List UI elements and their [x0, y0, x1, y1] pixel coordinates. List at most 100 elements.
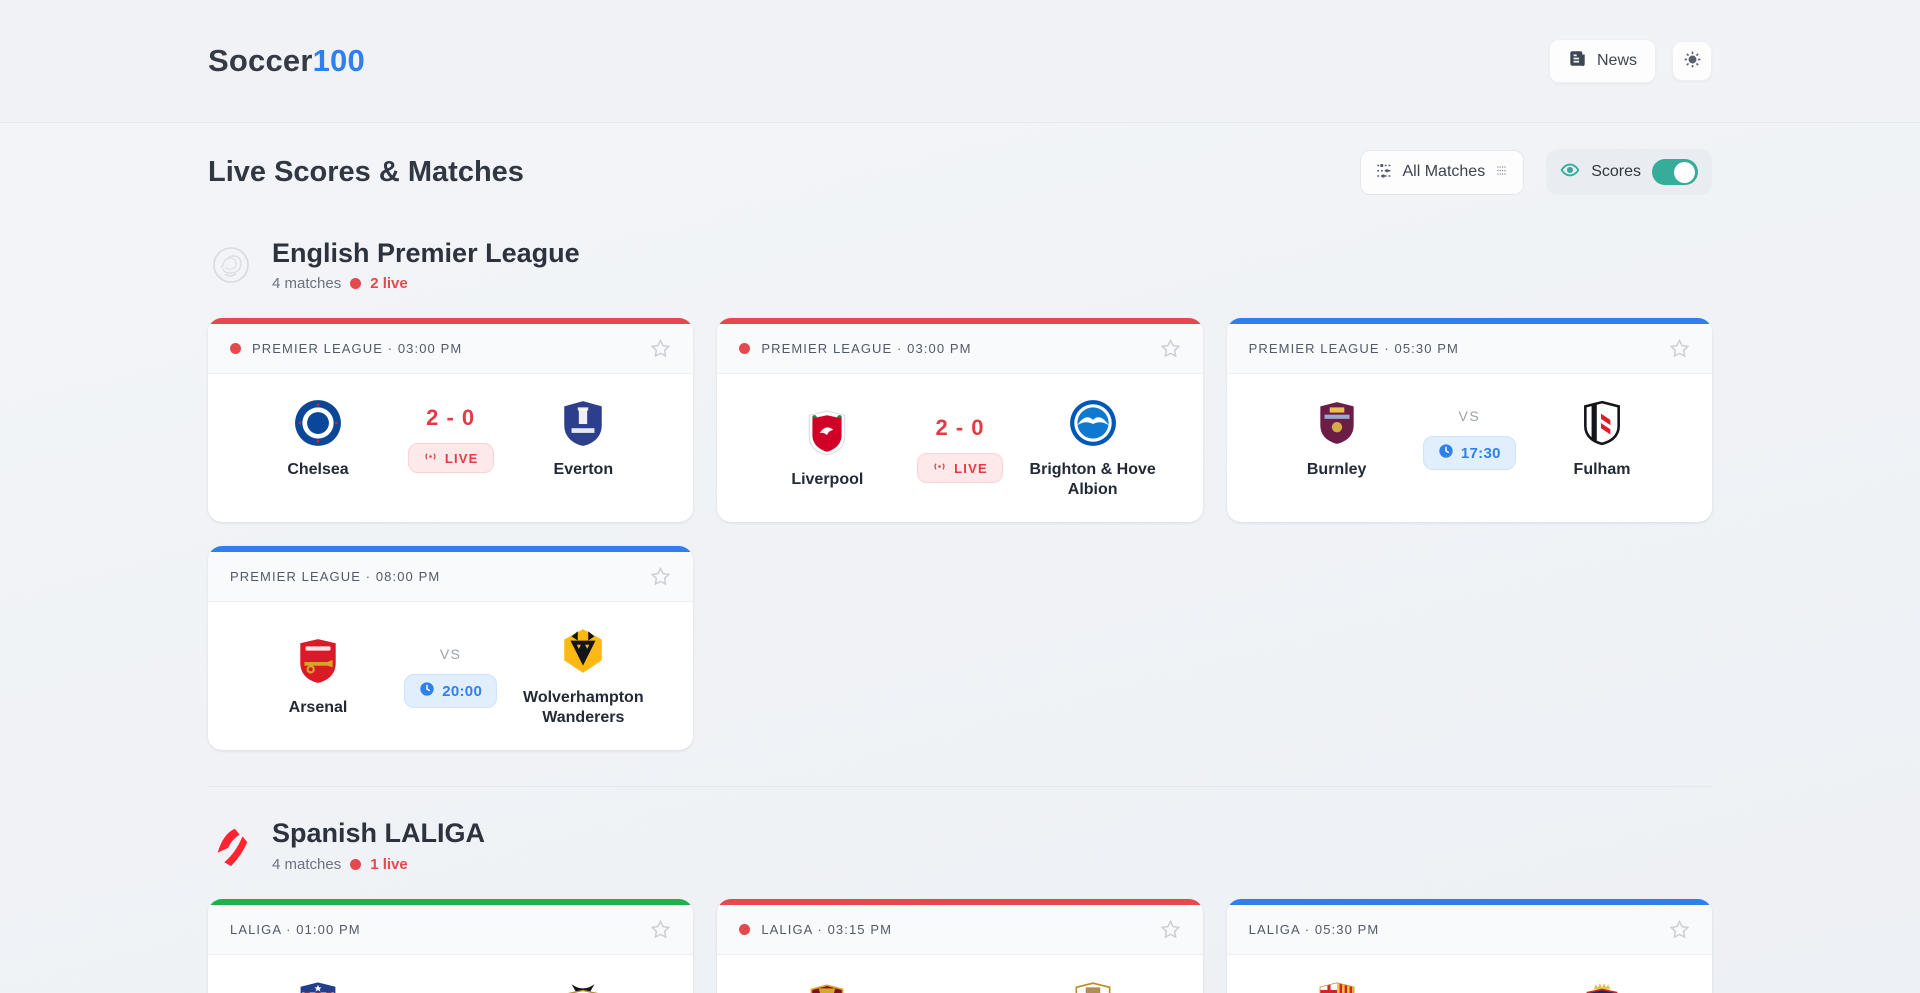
card-status-accent: [1226, 898, 1712, 905]
away-team-name: Everton: [553, 461, 614, 479]
section-title: Spanish LALIGA: [272, 818, 486, 849]
vs-label: vs: [1458, 408, 1481, 425]
live-badge: LIVE: [917, 453, 1003, 484]
match-score: 2 - 1: [426, 991, 475, 993]
home-team-name: Liverpool: [791, 471, 864, 489]
card-status-accent: [1226, 318, 1712, 325]
live-dot-icon: [739, 343, 751, 355]
osasuna-crest-icon: [1577, 979, 1627, 993]
card-competition-label: LALIGA · 01:00 PM: [230, 921, 361, 937]
home-team-name: Chelsea: [287, 461, 349, 479]
mallorca-crest-icon: [802, 979, 852, 993]
live-badge-label: LIVE: [954, 460, 988, 476]
liverpool-crest-icon: [802, 408, 852, 458]
favorite-star-icon[interactable]: [650, 566, 671, 587]
match-score: 2 - 0: [935, 415, 985, 441]
favorite-star-icon[interactable]: [1160, 919, 1181, 940]
favorite-star-icon[interactable]: [1669, 919, 1690, 940]
card-competition-label: PREMIER LEAGUE · 08:00 PM: [230, 569, 441, 585]
favorite-star-icon[interactable]: [1160, 338, 1181, 359]
kickoff-time-label: 20:00: [442, 682, 483, 700]
card-competition-label: PREMIER LEAGUE · 03:00 PM: [252, 341, 463, 357]
scores-toggle-switch[interactable]: [1652, 159, 1698, 185]
section-title: English Premier League: [272, 238, 580, 268]
dropdown-caret-icon: [1495, 163, 1509, 182]
kickoff-time-label: 17:30: [1460, 444, 1501, 462]
section-match-count: 4 matches: [272, 275, 342, 293]
vs-label: vs: [439, 646, 462, 663]
section-laliga: Spanish LALIGA 4 matches 1 live LALIGA ·…: [208, 817, 1712, 993]
card-status-accent: [717, 318, 1203, 325]
home-team-name: Arsenal: [288, 699, 348, 717]
broadcast-icon: [932, 460, 947, 476]
section-premier-league: English Premier League 4 matches 2 live …: [208, 237, 1712, 751]
wolves-crest-icon: [558, 626, 608, 676]
card-competition-label: PREMIER LEAGUE · 05:30 PM: [1248, 341, 1459, 357]
section-live-count: 1 live: [370, 855, 408, 873]
barcelona-crest-icon: [1312, 979, 1362, 993]
match-card-mallorca-elche[interactable]: LALIGA · 03:15 PM 1 - 1: [717, 898, 1203, 993]
scores-toggle-label: Scores: [1591, 163, 1641, 180]
live-badge: LIVE: [407, 443, 494, 474]
burnley-crest-icon: [1312, 398, 1362, 448]
eye-icon: [1560, 160, 1580, 185]
page-title: Live Scores & Matches: [208, 155, 524, 188]
match-card-liverpool-brighton[interactable]: PREMIER LEAGUE · 03:00 PM Liverpool 2 - …: [717, 318, 1203, 523]
theme-toggle-button[interactable]: [1672, 41, 1712, 81]
match-score: 2 - 0: [426, 405, 476, 431]
match-card-chelsea-everton[interactable]: PREMIER LEAGUE · 03:00 PM Chelsea 2 - 0: [208, 318, 694, 523]
sun-icon: [1683, 50, 1702, 72]
clock-icon: [419, 681, 435, 701]
card-competition-label: LALIGA · 03:15 PM: [761, 921, 893, 937]
match-card-burnley-fulham[interactable]: PREMIER LEAGUE · 05:30 PM Burnley vs: [1226, 318, 1712, 523]
clock-icon: [1438, 443, 1454, 463]
kickoff-time-badge: 17:30: [1422, 436, 1516, 471]
favorite-star-icon[interactable]: [1669, 338, 1690, 359]
app-header: Soccer100 News: [0, 0, 1920, 123]
live-dot-icon: [350, 858, 362, 870]
section-match-count: 4 matches: [272, 855, 342, 873]
card-status-accent: [717, 898, 1203, 905]
everton-crest-icon: [558, 398, 608, 448]
live-dot-icon: [230, 343, 241, 355]
match-card-arsenal-wolves[interactable]: PREMIER LEAGUE · 08:00 PM Arsenal vs: [208, 546, 694, 751]
news-button[interactable]: News: [1548, 39, 1656, 83]
fulham-crest-icon: [1577, 398, 1627, 448]
away-team-name: Wolverhampton Wanderers: [523, 689, 644, 727]
favorite-star-icon[interactable]: [650, 919, 671, 940]
premier-league-logo-icon: [208, 242, 254, 288]
favorite-star-icon[interactable]: [650, 338, 671, 359]
brand-accent-text: 100: [312, 43, 365, 78]
laliga-logo-icon: [208, 822, 254, 868]
card-competition-label: PREMIER LEAGUE · 03:00 PM: [761, 341, 972, 357]
match-card-barcelona-osasuna[interactable]: LALIGA · 05:30 PM vs: [1226, 898, 1712, 993]
section-live-count: 2 live: [370, 275, 408, 293]
app-logo: Soccer100: [208, 43, 365, 79]
elche-crest-icon: [1068, 979, 1118, 993]
brighton-crest-icon: [1068, 398, 1118, 448]
scores-toggle-group: Scores: [1546, 149, 1712, 195]
live-badge-label: LIVE: [444, 450, 479, 466]
card-status-accent: [208, 318, 694, 325]
broadcast-icon: [423, 450, 438, 466]
live-dot-icon: [350, 278, 362, 290]
news-button-label: News: [1596, 52, 1637, 69]
match-filter-label: All Matches: [1402, 163, 1486, 180]
match-score: 1 - 1: [935, 991, 984, 993]
kickoff-time-badge: 20:00: [404, 674, 498, 709]
arsenal-crest-icon: [293, 636, 343, 686]
toggle-knob: [1674, 161, 1695, 183]
card-status-accent: [208, 898, 694, 905]
section-divider: [208, 786, 1712, 788]
sliders-icon: [1375, 161, 1393, 184]
newspaper-icon: [1568, 49, 1587, 73]
away-team-name: Fulham: [1573, 461, 1631, 479]
card-competition-label: LALIGA · 05:30 PM: [1248, 921, 1380, 937]
match-filter-dropdown[interactable]: All Matches: [1359, 149, 1525, 195]
valencia-crest-icon: [558, 979, 608, 993]
card-status-accent: [208, 546, 694, 553]
home-team-name: Burnley: [1306, 461, 1367, 479]
atletico-madrid-crest-icon: [293, 979, 343, 993]
away-team-name: Brighton & Hove Albion: [1029, 461, 1156, 499]
match-card-atletico-valencia[interactable]: LALIGA · 01:00 PM 2 - 1: [208, 898, 694, 993]
